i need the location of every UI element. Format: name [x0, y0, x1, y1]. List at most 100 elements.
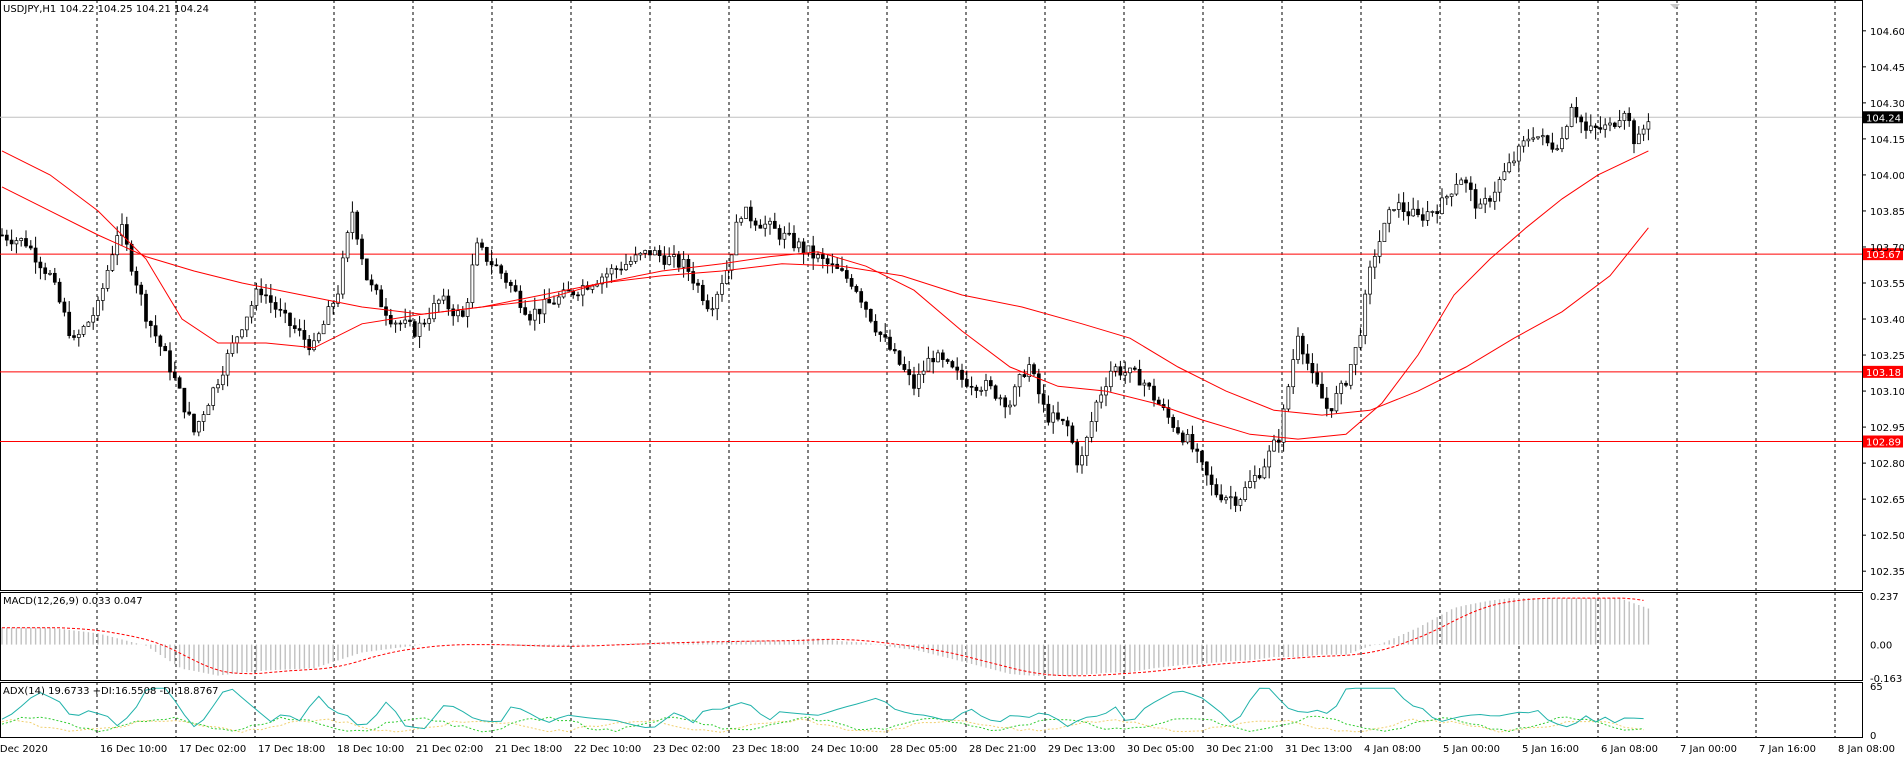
candle-body — [326, 306, 331, 325]
candle-body — [1440, 197, 1444, 215]
candle-body — [806, 245, 811, 254]
time-label: 21 Dec 02:00 — [416, 744, 483, 755]
candle-body — [1296, 335, 1300, 360]
moving-average-slow — [1, 186, 1649, 416]
candle-body — [9, 239, 14, 245]
time-label: 4 Jan 08:00 — [1364, 744, 1421, 755]
candle-body — [264, 294, 268, 297]
candle-body — [624, 263, 628, 271]
candle-body — [480, 242, 484, 248]
time-label: 31 Dec 13:00 — [1285, 744, 1352, 755]
candle-body — [379, 289, 384, 308]
candle-body — [1478, 203, 1483, 209]
time-label: 28 Dec 05:00 — [890, 744, 957, 755]
level-price-tag — [1863, 248, 1903, 261]
candle-body — [316, 333, 321, 342]
candle-body — [974, 386, 979, 391]
candle-body — [1267, 450, 1272, 468]
macd-tick-label: 0.00 — [1870, 641, 1892, 652]
candle-body — [1233, 496, 1238, 506]
candle-body — [124, 224, 129, 245]
candle-body — [139, 284, 144, 295]
candle-body — [321, 324, 326, 335]
shift-marker-icon[interactable] — [1670, 4, 1680, 9]
candle-body — [115, 235, 120, 256]
candle-body — [724, 270, 729, 284]
candle-body — [700, 284, 705, 301]
candle-body — [748, 206, 753, 222]
time-label: 23 Dec 18:00 — [732, 744, 799, 755]
level-price-tag — [1863, 435, 1903, 448]
candle-body — [1363, 293, 1368, 336]
candle-body — [508, 282, 513, 286]
candle-body — [1536, 136, 1540, 139]
candle-body — [52, 272, 57, 283]
time-label: 23 Dec 02:00 — [653, 744, 720, 755]
main-pane[interactable] — [0, 0, 1863, 591]
candle-body — [792, 232, 796, 249]
price-tick-label: 104.00 — [1870, 171, 1904, 182]
candle-body — [38, 261, 43, 269]
candle-body — [816, 254, 820, 259]
adx-pane[interactable] — [0, 682, 1863, 738]
candle-body — [744, 206, 748, 219]
time-label: 21 Dec 18:00 — [495, 744, 562, 755]
candle-body — [1228, 496, 1233, 499]
candle-body — [1276, 439, 1281, 443]
candle-body — [1584, 121, 1588, 131]
candle-body — [849, 278, 854, 287]
candle-body — [1238, 499, 1243, 506]
candle-body — [1051, 412, 1056, 423]
price-tick-label: 102.35 — [1870, 567, 1904, 578]
candle-body — [475, 242, 480, 266]
candle-body — [1224, 497, 1228, 501]
candle-body — [1156, 399, 1161, 405]
candle-body — [48, 272, 52, 275]
adx-axis: 65 0 — [1870, 682, 1883, 742]
candle-body — [1252, 475, 1257, 482]
candle-body — [1017, 374, 1022, 388]
candle-body — [1329, 408, 1334, 412]
candle-body — [1257, 475, 1262, 479]
candle-body — [1243, 487, 1248, 500]
price-tick-label: 103.40 — [1870, 315, 1904, 326]
time-label: 5 Jan 16:00 — [1522, 744, 1579, 755]
candle-body — [33, 247, 38, 263]
price-tick-label: 103.85 — [1870, 207, 1904, 218]
candle-body — [796, 241, 801, 249]
time-axis[interactable]: 16 Dec 2020 16 Dec 10:00 17 Dec 02:00 17 De… — [0, 744, 1904, 755]
candle-body — [1180, 432, 1185, 443]
candle-body — [216, 384, 220, 389]
horizontal-levels[interactable]: 103.67 103.18 102.89 — [0, 248, 1903, 449]
time-label: 30 Dec 05:00 — [1127, 744, 1194, 755]
candle-body — [436, 299, 441, 304]
candle-body — [1617, 120, 1622, 127]
price-axis[interactable]: 104.60 104.45 104.30 104.15 104.00 103.85 103.… — [1862, 27, 1904, 578]
macd-axis: 0.237 0.00 -0.163 — [1870, 592, 1902, 685]
candle-body — [1152, 385, 1156, 401]
candle-body — [1089, 421, 1094, 438]
candle-body — [892, 349, 897, 352]
candle-body — [28, 245, 33, 249]
candle-body — [1392, 209, 1396, 211]
price-tick-label: 103.10 — [1870, 387, 1904, 398]
candle-body — [686, 259, 691, 272]
candle-body — [72, 335, 76, 338]
candle-body — [240, 329, 244, 338]
candle-body — [288, 312, 292, 326]
candle-body — [638, 252, 643, 256]
candle-body — [340, 257, 345, 295]
candle-body — [182, 387, 187, 413]
candle-body — [254, 288, 259, 306]
candle-body — [225, 353, 230, 376]
candle-body — [758, 224, 763, 229]
candle-body — [81, 326, 86, 335]
price-tick-label: 103.55 — [1870, 279, 1904, 290]
candle-body — [931, 357, 936, 363]
adx-title: ADX(14) 19.6733 +DI:16.5508 -DI:18.8767 — [3, 686, 219, 697]
candle-body — [350, 211, 355, 233]
candle-body — [1545, 135, 1550, 144]
candle-body — [1531, 137, 1536, 140]
candle-body — [950, 361, 955, 368]
candle-body — [432, 303, 436, 320]
